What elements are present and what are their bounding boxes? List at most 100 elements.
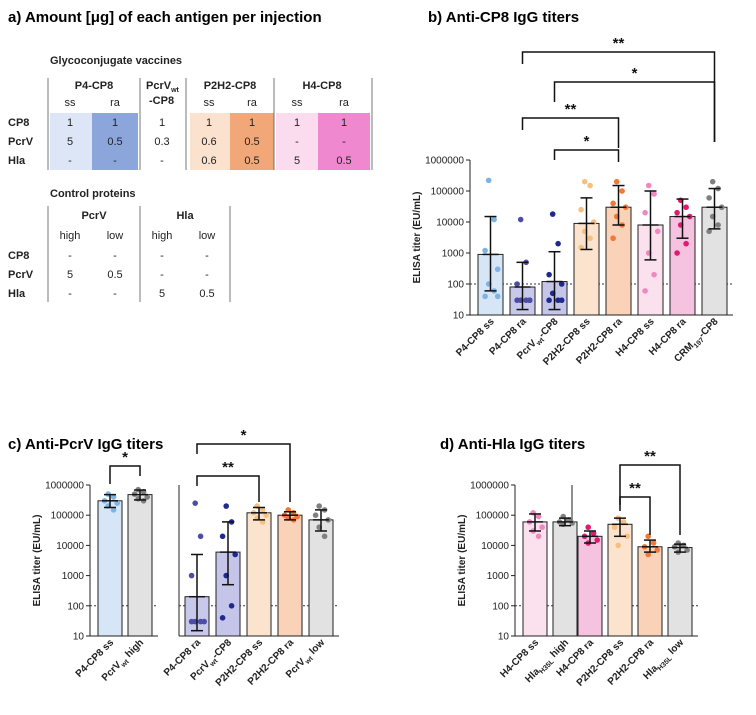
- gly-header: PcrVwt: [146, 80, 180, 94]
- significance-label: *: [241, 427, 247, 444]
- ctrl-subheader: low: [107, 230, 124, 242]
- y-tick-label: 100: [447, 280, 464, 291]
- data-point: [624, 533, 630, 540]
- data-point: [650, 540, 657, 546]
- gly-cell: 0.5: [244, 136, 259, 148]
- y-tick-label: 10: [498, 632, 510, 643]
- significance-label: *: [584, 133, 590, 150]
- gly-cell: 0.6: [201, 136, 216, 148]
- panel-d-title: d) Anti-Hla IgG titers: [440, 436, 585, 453]
- data-point: [197, 618, 204, 625]
- gly-header: P4-CP8: [75, 80, 114, 92]
- data-point: [645, 551, 651, 558]
- data-point: [188, 618, 195, 625]
- significance-bracket: [619, 464, 681, 535]
- gly-cell: 1: [206, 117, 212, 129]
- data-point: [517, 216, 524, 223]
- ctrl-cell: 5: [67, 269, 73, 281]
- significance-label: **: [613, 35, 625, 52]
- significance-bracket: [553, 149, 620, 162]
- data-point: [316, 503, 323, 509]
- gly-cell: -: [68, 155, 72, 167]
- gly-row-label: Hla: [8, 155, 26, 167]
- data-point: [494, 293, 501, 300]
- data-point: [558, 297, 565, 304]
- gly-subheader: ss: [204, 97, 216, 109]
- data-point: [485, 177, 492, 184]
- data-point: [197, 533, 204, 540]
- data-point: [114, 500, 120, 506]
- data-point: [613, 178, 620, 185]
- gly-cell: 0.3: [154, 136, 169, 148]
- data-point: [706, 228, 712, 235]
- cell-h4-ra-cp8: [318, 113, 370, 132]
- significance-bracket: [196, 475, 260, 502]
- bar: [667, 547, 693, 637]
- cell-p4-ss-hla: [50, 151, 92, 170]
- gly-row-label: PcrV: [8, 136, 34, 148]
- gly-cell: 0.5: [244, 155, 259, 167]
- data-point: [514, 297, 520, 304]
- data-point: [539, 524, 545, 531]
- y-tick-label: 10000: [56, 541, 84, 552]
- cell-p2-ss-cp8: [190, 113, 230, 132]
- gly-cell: 1: [249, 117, 255, 129]
- data-point: [709, 178, 716, 185]
- panel-a: a) Amount [μg] of each antigen per injec…: [8, 9, 373, 302]
- data-point: [587, 235, 593, 242]
- panel-c-title: c) Anti-PcrV IgG titers: [8, 436, 163, 453]
- data-point: [581, 178, 588, 185]
- data-point: [578, 206, 584, 213]
- significance-label: **: [565, 101, 577, 118]
- data-point: [491, 216, 497, 223]
- significance-label: **: [629, 480, 641, 497]
- gly-subtitle: Glycoconjugate vaccines: [50, 55, 182, 67]
- data-point: [188, 572, 195, 579]
- cell-h4-ra-pcrv: [318, 132, 370, 151]
- data-point: [494, 266, 501, 273]
- significance-bracket: [553, 81, 716, 142]
- data-point: [259, 507, 266, 513]
- gly-cell: 1: [112, 117, 118, 129]
- y-tick-label: 1000000: [470, 481, 509, 492]
- cell-p2-ra-pcrv: [230, 132, 274, 151]
- data-point: [715, 222, 721, 228]
- data-point: [610, 200, 616, 207]
- gly-cell: 0.5: [107, 136, 122, 148]
- bar: [277, 514, 303, 637]
- data-point: [683, 204, 689, 211]
- y-tick-label: 100000: [51, 511, 85, 522]
- data-point: [321, 533, 328, 540]
- data-point: [558, 281, 565, 287]
- data-point: [482, 293, 488, 300]
- ctrl-row-label: PcrV: [8, 269, 34, 281]
- panel-a-title: a) Amount [μg] of each antigen per injec…: [8, 9, 322, 26]
- gly-cell: 1: [67, 117, 73, 129]
- bar: [637, 546, 663, 637]
- gly-cell: -: [295, 136, 299, 148]
- y-tick-label: 100: [492, 601, 509, 612]
- y-axis-label: ELISA titer (EU/mL): [412, 192, 423, 284]
- data-point: [615, 542, 621, 549]
- cell-p4-ra-cp8: [92, 113, 138, 132]
- bar: [308, 519, 334, 637]
- data-point: [263, 512, 270, 518]
- ctrl-header: PcrV: [81, 210, 107, 222]
- significance-bracket: [109, 465, 141, 484]
- cell-p4-ra-hla: [92, 151, 138, 170]
- cell-h4-ss-pcrv: [276, 132, 318, 151]
- ctrl-header: Hla: [176, 210, 194, 222]
- ctrl-cell: -: [68, 250, 72, 262]
- bar: [552, 521, 578, 637]
- gly-subheader: ra: [339, 97, 350, 109]
- data-point: [232, 551, 238, 558]
- significance-bracket: [521, 117, 620, 148]
- data-point: [219, 615, 226, 621]
- y-tick-label: 100: [67, 601, 84, 612]
- data-point: [683, 240, 689, 247]
- gly-subheader: ss: [65, 97, 77, 109]
- data-point: [228, 603, 235, 609]
- data-point: [312, 512, 319, 518]
- ctrl-subheader: high: [60, 230, 81, 242]
- y-tick-label: 1000: [487, 571, 510, 582]
